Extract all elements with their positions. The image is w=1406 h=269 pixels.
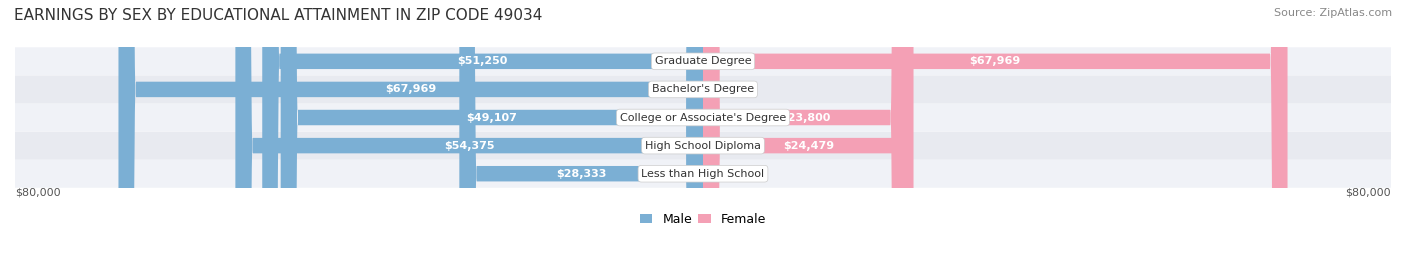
Text: $0: $0 bbox=[720, 84, 734, 94]
Text: $23,800: $23,800 bbox=[780, 112, 831, 122]
FancyBboxPatch shape bbox=[263, 0, 703, 269]
FancyBboxPatch shape bbox=[118, 0, 703, 269]
Text: $67,969: $67,969 bbox=[385, 84, 436, 94]
Text: $80,000: $80,000 bbox=[1346, 188, 1391, 198]
Text: $28,333: $28,333 bbox=[555, 169, 606, 179]
FancyBboxPatch shape bbox=[15, 104, 1391, 132]
FancyBboxPatch shape bbox=[235, 0, 703, 269]
Text: $0: $0 bbox=[720, 169, 734, 179]
Legend: Male, Female: Male, Female bbox=[636, 208, 770, 231]
FancyBboxPatch shape bbox=[15, 75, 1391, 104]
Text: Graduate Degree: Graduate Degree bbox=[655, 56, 751, 66]
Text: Source: ZipAtlas.com: Source: ZipAtlas.com bbox=[1274, 8, 1392, 18]
FancyBboxPatch shape bbox=[703, 0, 914, 269]
FancyBboxPatch shape bbox=[460, 0, 703, 269]
Text: High School Diploma: High School Diploma bbox=[645, 141, 761, 151]
Text: $51,250: $51,250 bbox=[457, 56, 508, 66]
FancyBboxPatch shape bbox=[15, 160, 1391, 188]
FancyBboxPatch shape bbox=[703, 0, 1288, 269]
Text: Bachelor's Degree: Bachelor's Degree bbox=[652, 84, 754, 94]
FancyBboxPatch shape bbox=[15, 47, 1391, 75]
Text: Less than High School: Less than High School bbox=[641, 169, 765, 179]
FancyBboxPatch shape bbox=[703, 0, 908, 269]
Text: $67,969: $67,969 bbox=[970, 56, 1021, 66]
Text: College or Associate's Degree: College or Associate's Degree bbox=[620, 112, 786, 122]
Text: $80,000: $80,000 bbox=[15, 188, 60, 198]
Text: EARNINGS BY SEX BY EDUCATIONAL ATTAINMENT IN ZIP CODE 49034: EARNINGS BY SEX BY EDUCATIONAL ATTAINMEN… bbox=[14, 8, 543, 23]
FancyBboxPatch shape bbox=[281, 0, 703, 269]
FancyBboxPatch shape bbox=[15, 132, 1391, 160]
Text: $24,479: $24,479 bbox=[783, 141, 834, 151]
Text: $54,375: $54,375 bbox=[444, 141, 495, 151]
Text: $49,107: $49,107 bbox=[467, 112, 517, 122]
